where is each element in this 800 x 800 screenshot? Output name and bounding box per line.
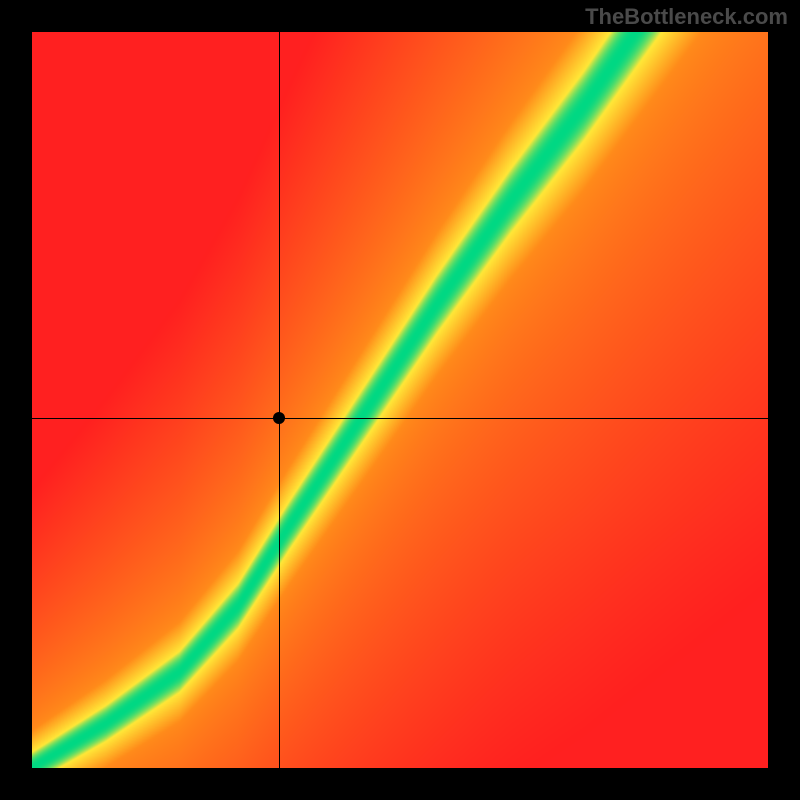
crosshair-vertical: [279, 32, 280, 768]
data-point: [273, 412, 285, 424]
plot-area: [32, 32, 768, 768]
heatmap-canvas: [32, 32, 768, 768]
crosshair-horizontal: [32, 418, 768, 419]
chart-container: TheBottleneck.com: [0, 0, 800, 800]
watermark-text: TheBottleneck.com: [585, 4, 788, 30]
